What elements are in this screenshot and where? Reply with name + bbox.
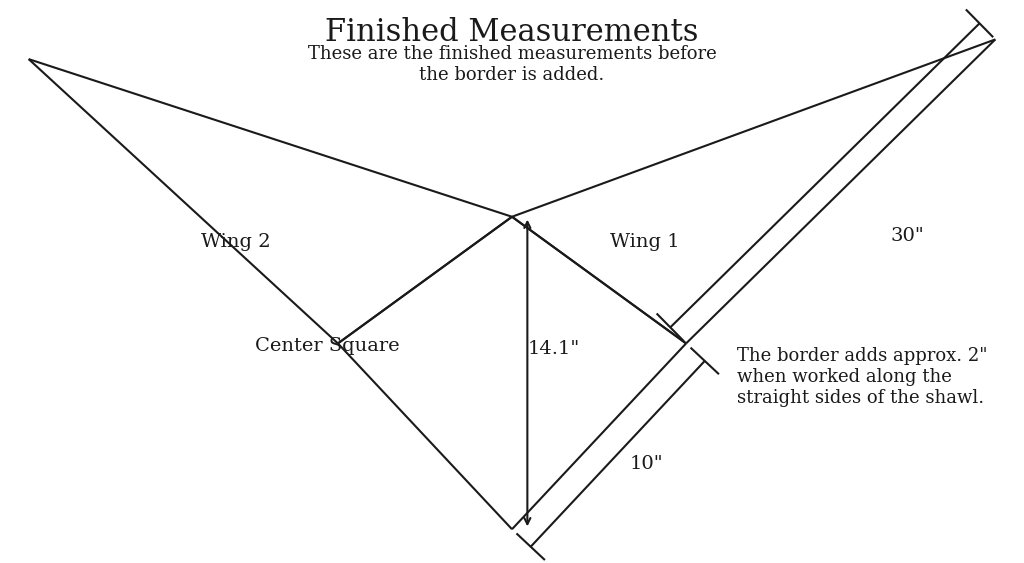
Text: Center Square: Center Square (255, 337, 399, 355)
Text: These are the finished measurements before
the border is added.: These are the finished measurements befo… (307, 45, 717, 84)
Text: Wing 2: Wing 2 (201, 233, 270, 251)
Text: Wing 1: Wing 1 (610, 233, 680, 251)
Text: Finished Measurements: Finished Measurements (326, 17, 698, 48)
Text: The border adds approx. 2"
when worked along the
straight sides of the shawl.: The border adds approx. 2" when worked a… (737, 347, 988, 407)
Text: 30": 30" (891, 227, 925, 245)
Text: 14.1": 14.1" (527, 340, 580, 358)
Text: 10": 10" (630, 455, 664, 473)
